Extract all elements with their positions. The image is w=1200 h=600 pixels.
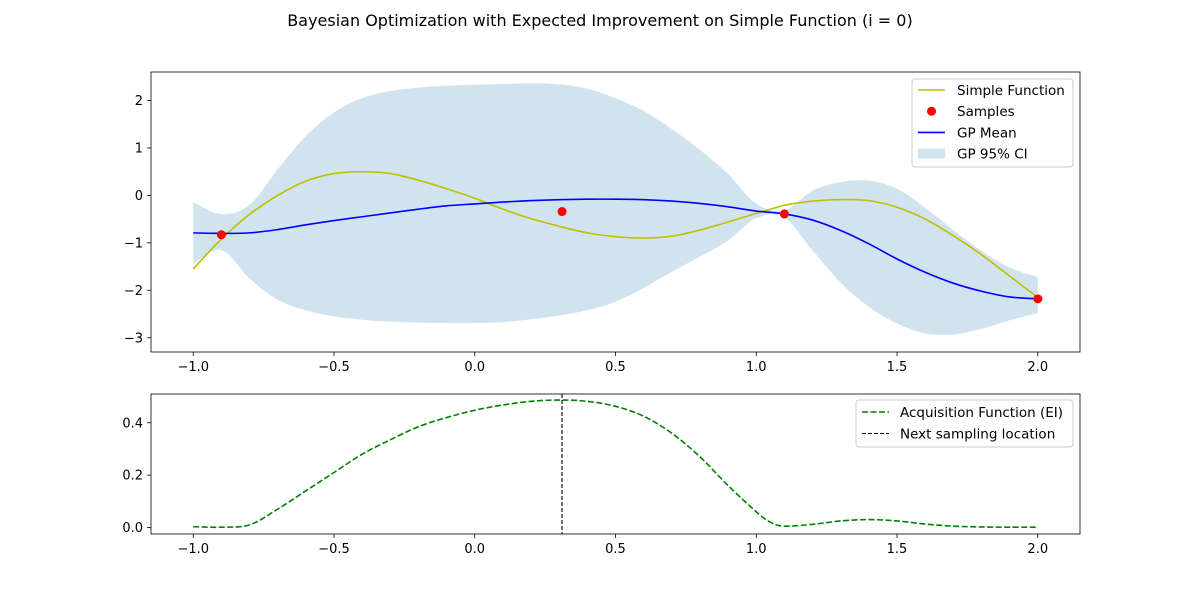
- top-ytick-label: 0: [135, 189, 143, 204]
- top-xtick-label: −1.0: [177, 360, 209, 375]
- top-ytick-label: −3: [124, 331, 143, 346]
- bottom-xtick-label: 1.5: [887, 542, 908, 557]
- top-ytick-label: 1: [135, 141, 143, 156]
- top-panel: −1.0 −0.5 0.0 0.5 1.0 1.5 2.0 −3 −2 −1 0 1 2 Simple F…: [124, 71, 1081, 375]
- top-legend-box: [911, 78, 1074, 168]
- top-xtick-label: 0.5: [605, 360, 626, 375]
- legend-label-next: Next sampling location: [900, 427, 1055, 443]
- bottom-xtick-label: −0.5: [318, 542, 350, 557]
- bottom-xtick-label: 0.5: [605, 542, 626, 557]
- legend-label-ci: GP 95% CI: [957, 147, 1028, 163]
- legend-label-function: Simple Function: [957, 83, 1065, 99]
- legend-label-samples: Samples: [957, 104, 1015, 120]
- bottom-ytick-label: 0.4: [122, 416, 143, 431]
- bottom-ytick-label: 0.2: [122, 469, 143, 484]
- bottom-xtick-label: 1.0: [746, 542, 767, 557]
- gp-mean-line: [193, 198, 1038, 300]
- bottom-xtick-label: 0.0: [464, 542, 485, 557]
- bottom-legend: Acquisition Function (EI) Next sampling l…: [855, 399, 1074, 448]
- legend-label-mean: GP Mean: [957, 125, 1017, 141]
- top-xtick-label: 2.0: [1027, 360, 1048, 375]
- sample-point: [557, 207, 567, 217]
- top-legend: Simple Function Samples GP Mean GP 95% CI: [911, 78, 1074, 168]
- bottom-axes-frame: [150, 393, 1081, 535]
- top-axes-frame: [150, 71, 1081, 353]
- figure-title: Bayesian Optimization with Expected Impr…: [287, 11, 912, 30]
- top-xtick-label: 1.5: [887, 360, 908, 375]
- top-xtick-label: 1.0: [746, 360, 767, 375]
- top-ytick-label: 2: [135, 94, 143, 109]
- top-ytick-label: −2: [124, 284, 143, 299]
- legend-handle-samples: [927, 106, 936, 116]
- bottom-panel: −1.0 −0.5 0.0 0.5 1.0 1.5 2.0 0.0 0.2 0.4 Acquisit…: [122, 393, 1081, 557]
- bottom-xtick-label: −1.0: [177, 542, 209, 557]
- top-xtick-label: 0.0: [464, 360, 485, 375]
- acquisition-ei-line: [193, 399, 1038, 529]
- legend-label-ei: Acquisition Function (EI): [900, 405, 1063, 421]
- bottom-ytick-label: 0.0: [122, 521, 143, 536]
- legend-handle-ci: [918, 148, 945, 159]
- sample-point: [779, 209, 789, 219]
- top-ytick-label: −1: [124, 236, 143, 251]
- sample-point: [1033, 294, 1043, 304]
- gp-95-ci-band: [193, 83, 1038, 335]
- simple-function-line: [192, 170, 1039, 299]
- sample-point: [216, 230, 226, 240]
- bottom-legend-box: [855, 399, 1074, 448]
- top-xtick-label: −0.5: [318, 360, 350, 375]
- bottom-xtick-label: 2.0: [1027, 542, 1048, 557]
